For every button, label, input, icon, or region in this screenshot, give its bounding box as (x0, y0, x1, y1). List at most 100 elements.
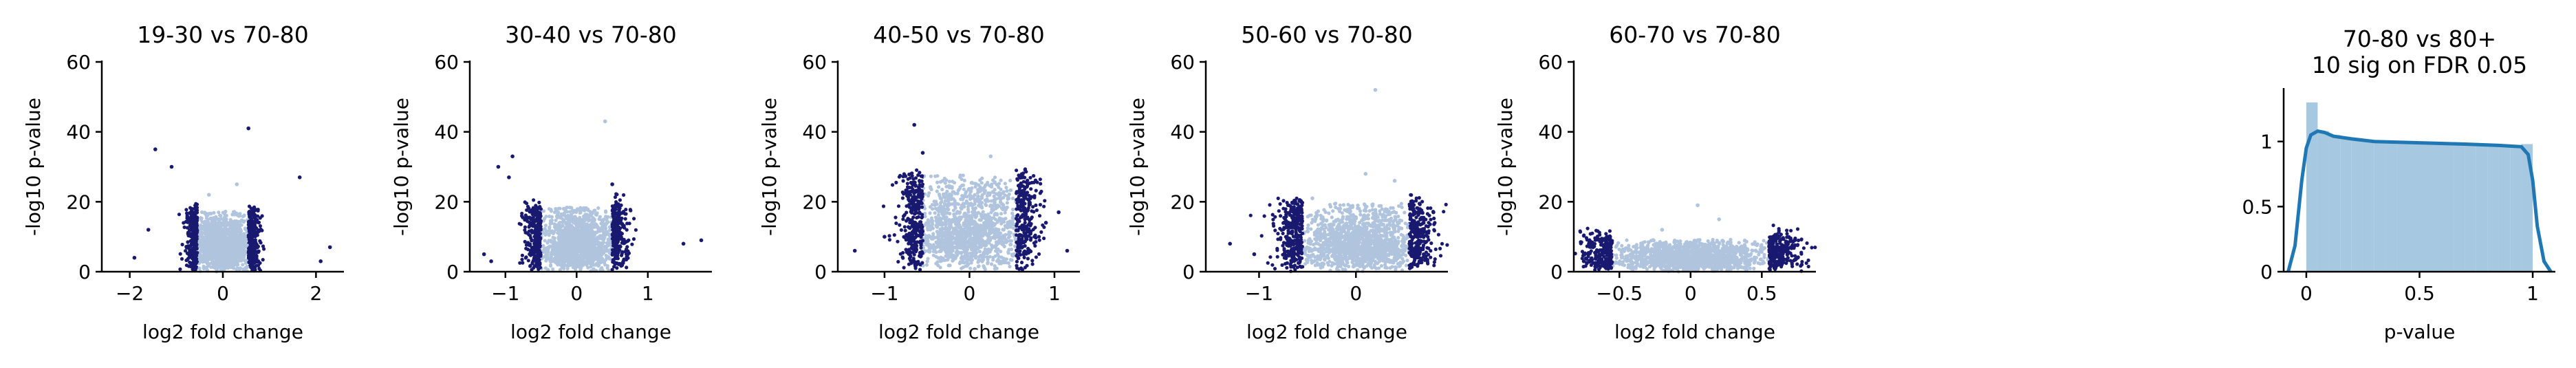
nonsig-point (578, 232, 582, 236)
nonsig-point (214, 223, 219, 227)
nonsig-point (999, 255, 1004, 259)
nonsig-point (927, 224, 931, 228)
nonsig-point (934, 250, 938, 255)
nonsig-point (555, 215, 560, 219)
nonsig-point (940, 232, 944, 236)
sig-point (622, 237, 626, 241)
outlier-point (510, 154, 515, 159)
sig-point (193, 229, 197, 233)
nonsig-point (946, 197, 950, 201)
nonsig-point (603, 235, 607, 239)
nonsig-point (206, 227, 210, 231)
sig-point (539, 219, 543, 223)
nonsig-point (230, 230, 234, 234)
sig-point (534, 208, 539, 213)
nonsig-point (598, 215, 602, 219)
nonsig-point (239, 257, 244, 261)
nonsig-point (243, 227, 248, 231)
sig-point (625, 266, 629, 270)
y-tick-label: 0 (78, 261, 91, 283)
nonsig-point (208, 239, 212, 244)
nonsig-point (233, 261, 237, 266)
nonsig-point (973, 185, 977, 189)
sig-point (191, 237, 195, 241)
sig-point (614, 243, 618, 247)
nonsig-point (574, 223, 578, 227)
sig-point (620, 221, 624, 226)
sig-point (528, 250, 532, 255)
nonsig-point (935, 260, 940, 264)
nonsig-point (968, 266, 973, 270)
outlier-point (169, 164, 174, 169)
nonsig-point (241, 254, 245, 258)
sig-point (184, 245, 188, 249)
sig-point (535, 212, 539, 216)
outlier-point (496, 164, 501, 169)
nonsig-point (232, 213, 236, 217)
nonsig-point (563, 208, 567, 213)
nonsig-point (573, 215, 577, 219)
x-axis-label: log2 fold change (510, 321, 671, 343)
nonsig-point (246, 265, 250, 269)
y-tick-label: 40 (66, 121, 91, 144)
sig-point (248, 220, 252, 224)
nonsig-point (597, 261, 601, 266)
nonsig-point (235, 266, 239, 270)
sig-point (190, 262, 194, 266)
nonsig-point (589, 214, 593, 218)
nonsig-point (605, 221, 609, 225)
nonsig-point (935, 189, 939, 193)
nonsig-point (977, 264, 981, 268)
nonsig-point (222, 223, 226, 227)
nonsig-point (217, 263, 221, 267)
sig-point (253, 208, 257, 213)
sig-point (193, 222, 197, 226)
nonsig-point (559, 243, 563, 247)
nonsig-point (588, 259, 592, 263)
nonsig-point (596, 206, 600, 210)
sig-point (192, 259, 196, 263)
nonsig-point (236, 252, 240, 257)
sig-point (261, 258, 265, 262)
nonsig-point (215, 255, 219, 259)
nonsig-point (222, 242, 227, 246)
nonsig-point (214, 227, 218, 231)
nonsig-point (581, 263, 585, 267)
sig-point (618, 198, 623, 202)
nonsig-point (583, 228, 587, 232)
sig-point (190, 251, 194, 255)
sig-point (535, 223, 540, 227)
sig-point (255, 263, 259, 268)
nonsig-point (605, 249, 609, 253)
nonsig-point (1002, 244, 1006, 248)
nonsig-point (942, 258, 946, 262)
sig-point (253, 246, 257, 250)
sig-point (256, 228, 260, 232)
nonsig-point (588, 226, 592, 230)
nonsig-point (579, 219, 583, 223)
nonsig-point (968, 230, 972, 234)
nonsig-point (583, 206, 587, 210)
nonsig-point (964, 190, 968, 194)
sig-point (616, 204, 620, 208)
nonsig-point (545, 253, 550, 257)
nonsig-point (607, 257, 611, 261)
sig-point (526, 259, 530, 263)
nonsig-point (572, 208, 576, 213)
outlier-point (235, 182, 239, 186)
outlier-point (507, 175, 511, 180)
panel-title: 19-30 vs 70-80 (137, 21, 308, 48)
nonsig-point (1008, 219, 1012, 224)
nonsig-point (586, 208, 590, 213)
nonsig-point (558, 220, 562, 224)
nonsig-point (934, 246, 938, 250)
nonsig-point (588, 246, 592, 250)
nonsig-point (231, 243, 235, 248)
nonsig-point (929, 186, 933, 191)
nonsig-point (974, 245, 978, 249)
nonsig-point (934, 255, 938, 259)
sig-point (527, 225, 531, 229)
sig-point (253, 238, 257, 242)
sig-point (625, 221, 629, 226)
